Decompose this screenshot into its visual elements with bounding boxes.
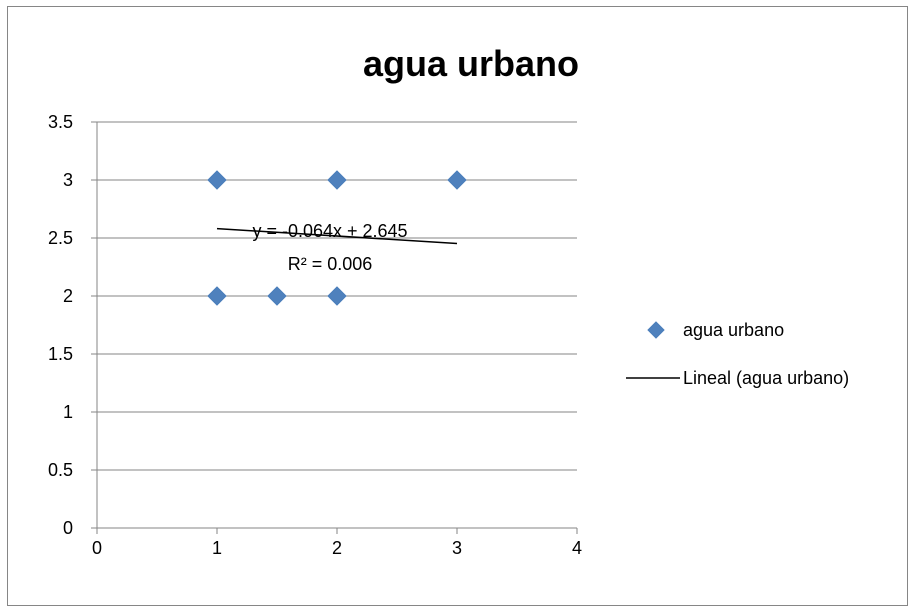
y-tick-label: 0.5 xyxy=(48,460,73,480)
x-tick-label: 3 xyxy=(452,538,462,558)
x-tick-label: 1 xyxy=(212,538,222,558)
trendline xyxy=(216,227,458,245)
data-point xyxy=(207,170,227,190)
trendline-group xyxy=(216,227,458,245)
trendline-r-squared: R² = 0.006 xyxy=(288,254,373,274)
legend-label-trendline: Lineal (agua urbano) xyxy=(683,368,849,388)
legend: agua urbano Lineal (agua urbano) xyxy=(626,320,849,388)
legend-label-series: agua urbano xyxy=(683,320,784,340)
y-tick-label: 3 xyxy=(63,170,73,190)
axes xyxy=(91,121,578,534)
y-tick-label: 1.5 xyxy=(48,344,73,364)
tick-labels: 0 0.5 1 1.5 2 2.5 3 3.5 0 1 2 3 4 xyxy=(48,112,582,558)
data-points xyxy=(207,170,467,306)
chart-area xyxy=(7,6,908,606)
trendline-equation: y = -0.064x + 2.645 xyxy=(252,221,407,241)
y-tick-label: 2 xyxy=(63,286,73,306)
data-point xyxy=(267,286,287,306)
x-tick-label: 2 xyxy=(332,538,342,558)
x-tick-label: 0 xyxy=(92,538,102,558)
data-point xyxy=(207,286,227,306)
data-point xyxy=(327,286,347,306)
data-point xyxy=(447,170,467,190)
data-point xyxy=(327,170,347,190)
y-tick-label: 2.5 xyxy=(48,228,73,248)
chart-title: agua urbano xyxy=(363,43,579,84)
y-tick-label: 1 xyxy=(63,402,73,422)
x-tick-label: 4 xyxy=(572,538,582,558)
legend-marker-diamond-icon xyxy=(647,321,665,339)
y-tick-label: 3.5 xyxy=(48,112,73,132)
y-tick-label: 0 xyxy=(63,518,73,538)
